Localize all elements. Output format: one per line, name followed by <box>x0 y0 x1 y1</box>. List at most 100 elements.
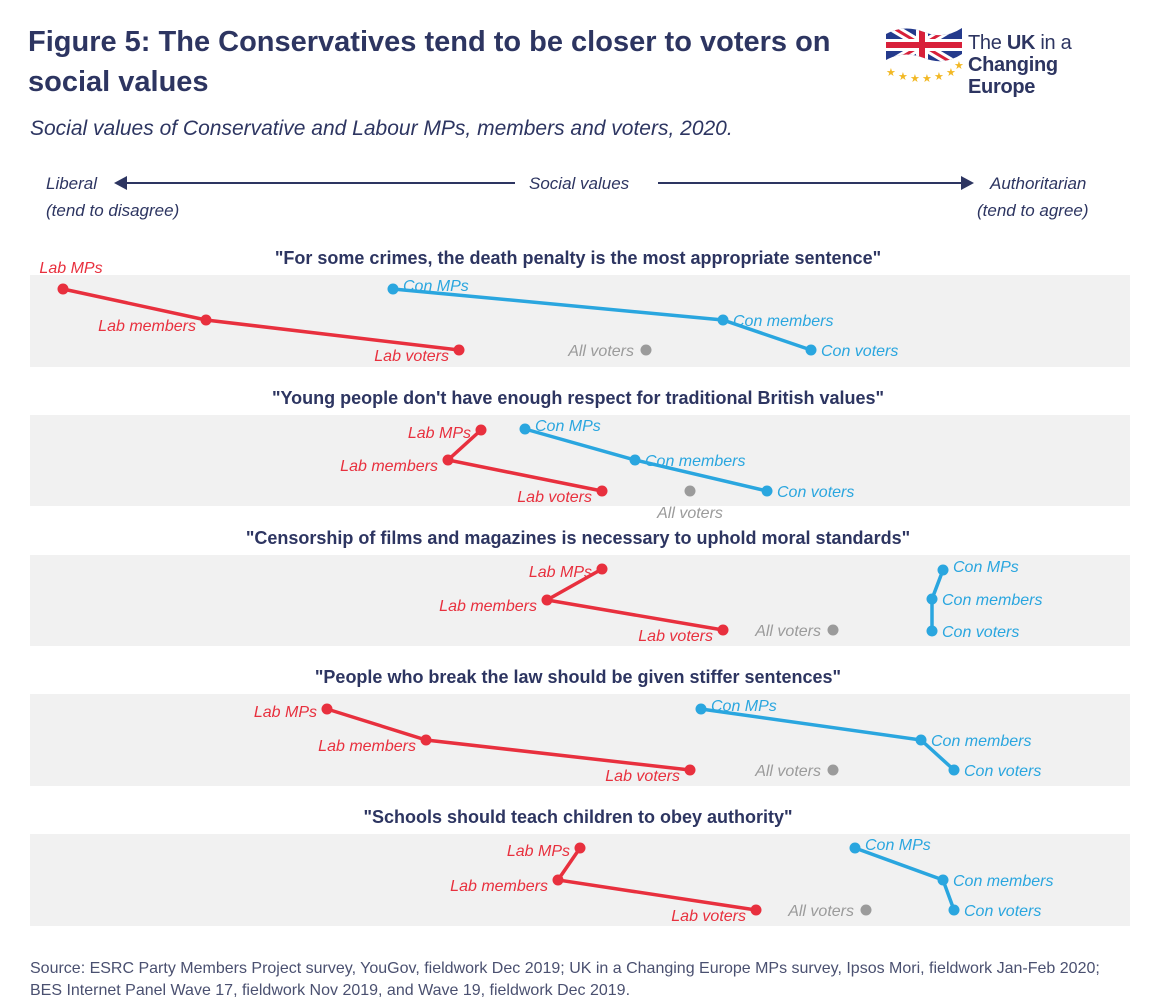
axis-center-label: Social values <box>529 174 630 193</box>
lab-mps-point <box>574 842 586 854</box>
logo-text: The UK in a Changing Europe <box>968 32 1072 98</box>
con-voters-label: Con voters <box>964 903 1041 920</box>
subtitle: Social values of Conservative and Labour… <box>30 117 733 140</box>
source-note: Source: ESRC Party Members Project surve… <box>30 960 1100 999</box>
all-voters-point <box>827 764 839 776</box>
panel-4: "People who break the law should be give… <box>30 667 1130 786</box>
con-mps-label: Con MPs <box>711 698 777 715</box>
lab-voters-label: Lab voters <box>605 768 680 785</box>
lab-voters-point <box>750 904 762 916</box>
con-voters-point <box>948 904 960 916</box>
axis-arrows <box>114 176 974 190</box>
lab-members-point <box>200 314 212 326</box>
logo: ★ ★ ★ ★ ★ ★ ★ The UK in a Changing Europe <box>880 20 1130 98</box>
all-voters-label: All voters <box>754 623 821 640</box>
all-voters-point <box>860 904 872 916</box>
con-members-label: Con members <box>953 873 1053 890</box>
all-voters-point <box>640 344 652 356</box>
all-voters-label: All voters <box>567 343 634 360</box>
axis-right-sublabel: (tend to agree) <box>977 201 1089 220</box>
con-members-point <box>629 454 641 466</box>
lab-members-label: Lab members <box>450 878 548 895</box>
lab-voters-label: Lab voters <box>638 628 713 645</box>
con-mps-label: Con MPs <box>535 418 601 435</box>
left-arrow-icon <box>114 176 127 190</box>
con-members-point <box>937 874 949 886</box>
panel-2: "Young people don't have enough respect … <box>30 388 1130 522</box>
all-voters-point <box>684 485 696 497</box>
con-voters-label: Con voters <box>964 763 1041 780</box>
panel-statement: "Young people don't have enough respect … <box>272 388 884 408</box>
lab-voters-point <box>684 764 696 776</box>
svg-text:★: ★ <box>886 66 896 79</box>
right-arrow-icon <box>961 176 974 190</box>
con-members-point <box>926 593 938 605</box>
svg-text:★: ★ <box>922 72 932 84</box>
con-mps-point <box>519 423 531 435</box>
con-members-label: Con members <box>931 733 1031 750</box>
con-members-point <box>717 314 729 326</box>
con-members-label: Con members <box>645 453 745 470</box>
lab-members-label: Lab members <box>98 318 196 335</box>
con-mps-point <box>937 564 949 576</box>
con-mps-point <box>849 842 861 854</box>
con-voters-point <box>805 344 817 356</box>
con-voters-point <box>761 485 773 497</box>
panel-statement: "People who break the law should be give… <box>315 667 841 687</box>
lab-mps-label: Lab MPs <box>408 425 471 442</box>
panel-band <box>30 694 1130 786</box>
all-voters-label: All voters <box>754 763 821 780</box>
con-members-label: Con members <box>733 313 833 330</box>
all-voters-label: All voters <box>787 903 854 920</box>
lab-voters-point <box>717 624 729 636</box>
con-voters-label: Con voters <box>777 484 854 501</box>
panel-band <box>30 415 1130 506</box>
social-values-chart: "For some crimes, the death penalty is t… <box>30 176 1130 926</box>
svg-text:★: ★ <box>910 72 920 84</box>
lab-mps-label: Lab MPs <box>529 564 592 581</box>
lab-mps-point <box>321 703 333 715</box>
all-voters-point <box>827 624 839 636</box>
lab-mps-point <box>475 424 487 436</box>
lab-mps-label: Lab MPs <box>39 260 102 277</box>
page-title: Figure 5: The Conservatives tend to be c… <box>28 26 831 98</box>
con-mps-point <box>387 283 399 295</box>
lab-members-label: Lab members <box>318 738 416 755</box>
all-voters-label: All voters <box>656 505 723 522</box>
lab-members-point <box>552 874 564 886</box>
con-members-point <box>915 734 927 746</box>
svg-text:★: ★ <box>898 70 908 83</box>
con-members-label: Con members <box>942 592 1042 609</box>
lab-members-label: Lab members <box>439 598 537 615</box>
panel-statement: "For some crimes, the death penalty is t… <box>275 248 881 268</box>
axis-left-label: Liberal <box>46 174 98 193</box>
lab-mps-point <box>596 563 608 575</box>
con-voters-point <box>948 764 960 776</box>
panel-3: "Censorship of films and magazines is ne… <box>30 528 1130 646</box>
lab-voters-label: Lab voters <box>374 348 449 365</box>
panel-statement: "Censorship of films and magazines is ne… <box>246 528 910 548</box>
con-mps-label: Con MPs <box>865 837 931 854</box>
con-voters-point <box>926 625 938 637</box>
con-voters-label: Con voters <box>821 343 898 360</box>
lab-voters-label: Lab voters <box>671 908 746 925</box>
con-mps-point <box>695 703 707 715</box>
axis-right-label: Authoritarian <box>990 174 1087 193</box>
con-voters-label: Con voters <box>942 624 1019 641</box>
lab-mps-label: Lab MPs <box>507 843 570 860</box>
lab-members-point <box>420 734 432 746</box>
lab-members-point <box>442 454 454 466</box>
panel-statement: "Schools should teach children to obey a… <box>363 807 792 827</box>
lab-voters-point <box>453 344 465 356</box>
axis-left-sublabel: (tend to disagree) <box>46 201 180 220</box>
lab-mps-point <box>57 283 69 295</box>
lab-members-label: Lab members <box>340 458 438 475</box>
lab-voters-point <box>596 485 608 497</box>
con-mps-label: Con MPs <box>403 278 469 295</box>
svg-text:★: ★ <box>954 59 964 72</box>
panel-1: "For some crimes, the death penalty is t… <box>30 248 1130 367</box>
con-mps-label: Con MPs <box>953 559 1019 576</box>
union-flag-logo-icon: ★ ★ ★ ★ ★ ★ ★ <box>886 28 964 85</box>
panel-5: "Schools should teach children to obey a… <box>30 807 1130 926</box>
lab-voters-label: Lab voters <box>517 489 592 506</box>
